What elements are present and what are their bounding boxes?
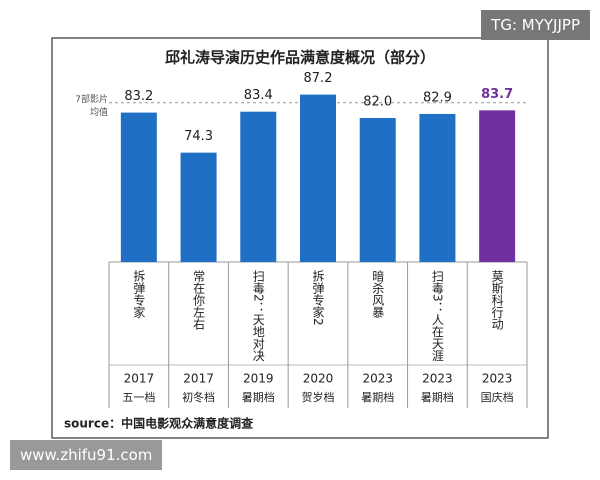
- year-label: 2020: [303, 372, 334, 386]
- value-label: 74.3: [184, 129, 213, 144]
- watermark: TG: MYYJJPP: [481, 10, 590, 40]
- year-label: 2019: [243, 372, 274, 386]
- source: source：中国电影观众满意度调查: [64, 416, 254, 431]
- category-label: 暗杀风暴: [371, 269, 385, 318]
- value-label: 82.9: [423, 90, 452, 105]
- year-label: 2017: [183, 372, 214, 386]
- chart-title: 邱礼涛导演历史作品满意度概况（部分）: [165, 49, 435, 67]
- bar: [300, 94, 336, 262]
- value-label: 83.4: [244, 88, 273, 103]
- average-label: 7部影片 均值: [75, 95, 108, 118]
- year-label: 2023: [422, 372, 453, 386]
- category-label: 莫斯科行动: [490, 270, 504, 330]
- bar: [419, 113, 456, 262]
- season-label: 暑期档: [361, 390, 394, 404]
- category-label: 拆弹专家2: [311, 269, 325, 326]
- value-label: 83.7: [481, 87, 513, 102]
- season-label: 五一档: [122, 390, 155, 404]
- bar: [120, 112, 157, 262]
- year-label: 2023: [362, 372, 393, 386]
- value-label: 87.2: [304, 71, 333, 86]
- year-label: 2017: [124, 372, 155, 386]
- category-label: 常在你左右: [192, 270, 206, 330]
- bar: [479, 110, 516, 262]
- category-label: 扫毒2：天地对决: [251, 270, 265, 362]
- season-label: 暑期档: [242, 390, 275, 404]
- category-label: 扫毒3：人在天涯: [430, 270, 444, 363]
- value-label: 83.2: [124, 89, 153, 104]
- category-label: 拆弹专家: [132, 269, 146, 318]
- year-label: 2023: [482, 372, 513, 386]
- bar: [240, 111, 277, 262]
- season-label: 初冬档: [182, 390, 215, 404]
- bar: [359, 118, 396, 262]
- season-label: 贺岁档: [302, 390, 335, 404]
- season-label: 暑期档: [421, 390, 454, 404]
- watermark: www.zhifu91.com: [10, 440, 163, 470]
- season-label: 国庆档: [481, 390, 514, 404]
- bar: [180, 152, 217, 262]
- value-label: 82.0: [363, 95, 392, 110]
